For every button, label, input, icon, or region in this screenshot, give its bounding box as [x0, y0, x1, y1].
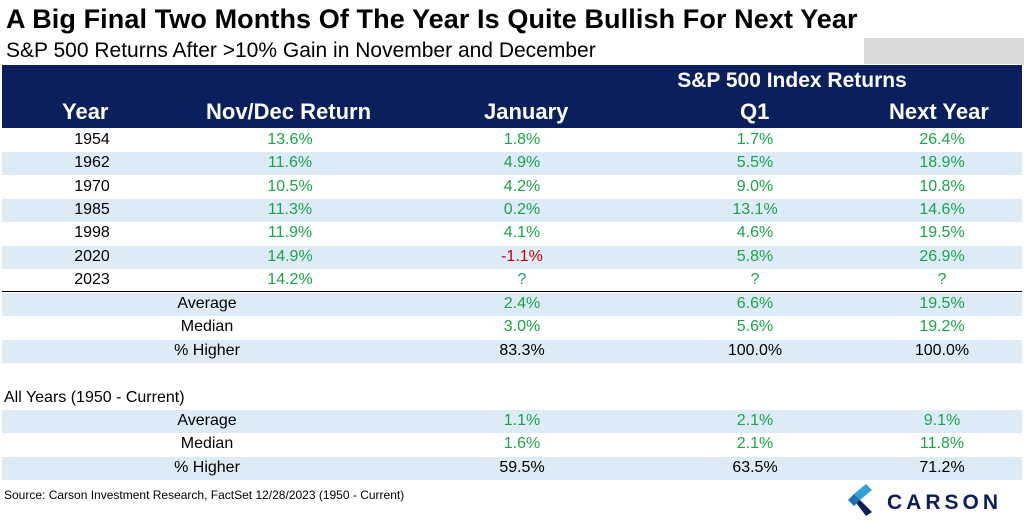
q1-cell: 6.6%	[736, 295, 774, 312]
table-row: 1954 13.6% 1.8% 1.7% 26.4%	[2, 129, 1022, 152]
table-row: 2023 14.2%???	[2, 269, 1022, 292]
col-header-q1: Q1	[740, 99, 770, 124]
carson-logo-icon	[848, 484, 872, 516]
col-header-january: January	[484, 99, 569, 124]
carson-logo: CARSON	[846, 483, 1016, 517]
january-cell: -1.1%	[501, 248, 543, 265]
next-year-cell: 26.9%	[919, 248, 965, 265]
summary-label: % Higher	[174, 342, 240, 359]
january-cell: 1.1%	[503, 412, 541, 429]
q1-cell: 2.1%	[736, 435, 774, 452]
novdec-cell: 13.6%	[267, 131, 313, 148]
novdec-cell: 14.9%	[267, 248, 313, 265]
summary-row: Average 1.1% 2.1% 9.1%	[2, 410, 1022, 433]
january-cell: 83.3%	[499, 342, 545, 359]
year-cell: 2020	[74, 248, 110, 265]
q1-cell: 9.0%	[736, 178, 774, 195]
summary-row: Median 3.0% 5.6% 19.2%	[2, 316, 1022, 339]
col-header-novdec: Nov/Dec Return	[206, 99, 372, 124]
next-year-cell: ?	[937, 271, 947, 288]
logo-text: CARSON	[887, 491, 1003, 514]
table-row: 1998 11.9% 4.1% 4.6% 19.5%	[2, 222, 1022, 245]
summary-row: Median 1.6% 2.1% 11.8%	[2, 433, 1022, 456]
next-year-cell: 18.9%	[919, 154, 965, 171]
next-year-cell: 11.8%	[919, 435, 965, 452]
table-header: S&P 500 Index Returns Year Nov/Dec Retur…	[2, 65, 1022, 128]
year-cell: 1970	[74, 178, 110, 195]
year-cell: 2023	[74, 271, 110, 288]
january-cell: 2.4%	[503, 295, 541, 312]
q1-cell: 100.0%	[727, 342, 783, 359]
page-subtitle: S&P 500 Returns After >10% Gain in Novem…	[6, 39, 596, 62]
novdec-cell: 11.3%	[267, 201, 313, 218]
table-row: 1962 11.6% 4.9% 5.5% 18.9%	[2, 152, 1022, 175]
next-year-cell: 10.8%	[919, 178, 965, 195]
year-cell: 1954	[74, 131, 110, 148]
novdec-cell: 11.9%	[267, 224, 313, 241]
summary-label: Median	[180, 318, 234, 335]
january-cell: ?	[517, 271, 527, 288]
next-year-cell: 71.2%	[919, 459, 965, 476]
novdec-cell: 14.2%	[267, 271, 313, 288]
q1-cell: 5.6%	[736, 318, 774, 335]
table-row: 1985 11.3% 0.2% 13.1% 14.6%	[2, 199, 1022, 222]
january-cell: 1.6%	[503, 435, 541, 452]
january-cell: 0.2%	[503, 201, 541, 218]
next-year-cell: 19.2%	[919, 318, 965, 335]
summary-row: % Higher 59.5% 63.5% 71.2%	[2, 457, 1022, 480]
q1-cell: 5.5%	[736, 154, 774, 171]
column-group-label: S&P 500 Index Returns	[677, 69, 907, 92]
q1-cell: 4.6%	[736, 224, 774, 241]
q1-cell: 1.7%	[736, 131, 774, 148]
novdec-cell: 10.5%	[267, 178, 313, 195]
novdec-cell: 11.6%	[267, 154, 313, 171]
summary-label: % Higher	[174, 459, 240, 476]
header-accent-box	[864, 38, 1024, 64]
q1-cell: 2.1%	[736, 412, 774, 429]
table-row: 2020 14.9% -1.1% 5.8% 26.9%	[2, 246, 1022, 269]
page-title: A Big Final Two Months Of The Year Is Qu…	[6, 4, 858, 34]
q1-cell: 5.8%	[736, 248, 774, 265]
source-note: Source: Carson Investment Research, Fact…	[4, 488, 405, 502]
january-cell: 4.1%	[503, 224, 541, 241]
col-header-next-year: Next Year	[889, 99, 989, 124]
summary-label: Average	[177, 295, 237, 312]
next-year-cell: 14.6%	[919, 201, 965, 218]
january-cell: 4.9%	[503, 154, 541, 171]
col-header-year: Year	[62, 99, 109, 124]
next-year-cell: 19.5%	[919, 224, 965, 241]
summary-row: Average 2.4% 6.6% 19.5%	[2, 293, 1022, 316]
january-cell: 3.0%	[503, 318, 541, 335]
next-year-cell: 100.0%	[914, 342, 970, 359]
q1-cell: 63.5%	[732, 459, 778, 476]
year-cell: 1998	[74, 224, 110, 241]
next-year-cell: 9.1%	[923, 412, 961, 429]
year-cell: 1962	[74, 154, 110, 171]
q1-cell: 13.1%	[732, 201, 778, 218]
january-cell: 4.2%	[503, 178, 541, 195]
january-cell: 1.8%	[503, 131, 541, 148]
summary-label: Median	[180, 435, 234, 452]
january-cell: 59.5%	[499, 459, 545, 476]
next-year-cell: 26.4%	[919, 131, 965, 148]
next-year-cell: 19.5%	[919, 295, 965, 312]
table-row: 1970 10.5% 4.2% 9.0% 10.8%	[2, 176, 1022, 199]
summary-label: Average	[177, 412, 237, 429]
q1-cell: ?	[750, 271, 760, 288]
all-years-label: All Years (1950 - Current)	[4, 389, 185, 406]
summary-row: % Higher 83.3% 100.0% 100.0%	[2, 340, 1022, 363]
year-cell: 1985	[74, 201, 110, 218]
